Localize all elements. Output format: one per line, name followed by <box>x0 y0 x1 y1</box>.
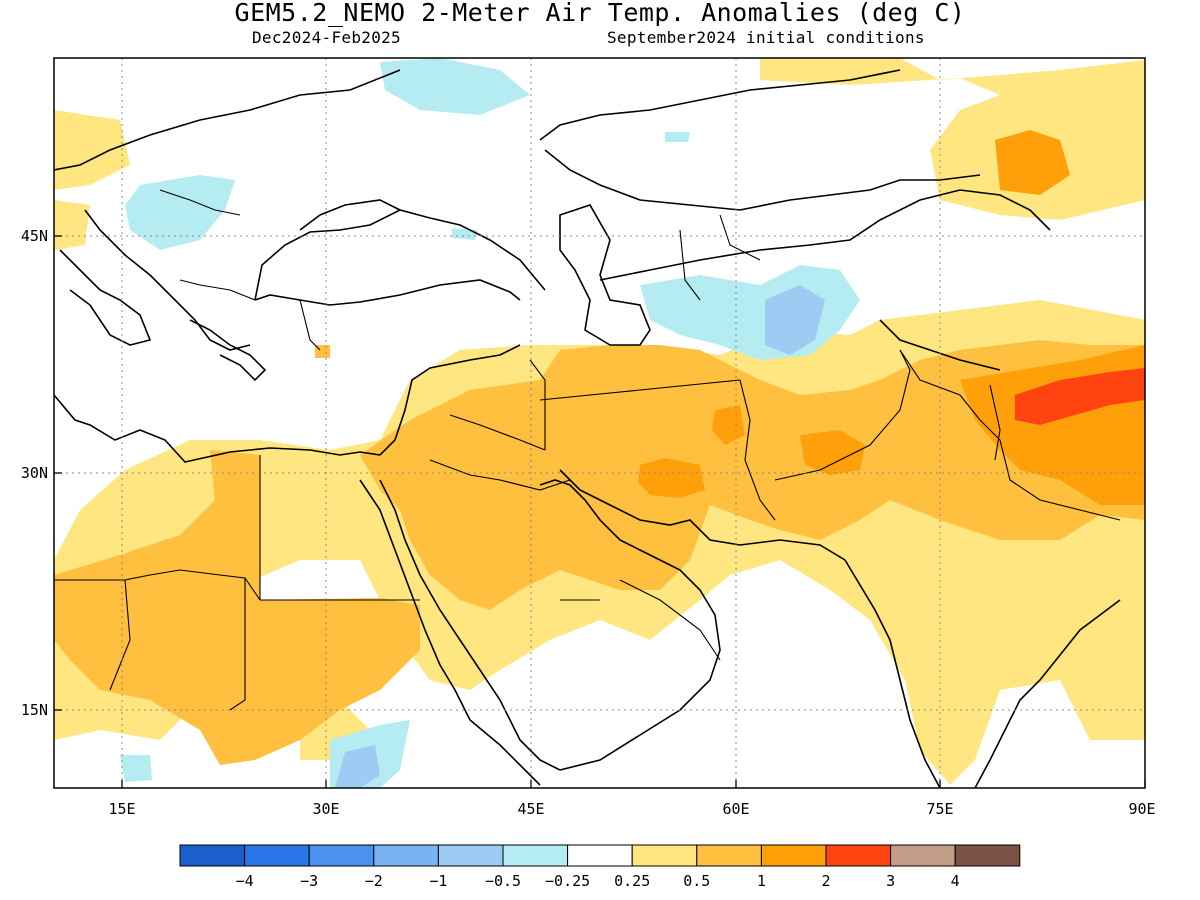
lat-axis-labels: 45N 30N 15N <box>21 227 48 719</box>
legend-label: −4 <box>236 872 254 890</box>
legend-swatch <box>502 844 569 867</box>
legend-label: −2 <box>365 872 383 890</box>
legend-label: 0.25 <box>614 872 650 890</box>
anomaly-field <box>54 58 1145 788</box>
legend-label: −0.25 <box>545 872 590 890</box>
anomaly-region-neg0.25-to-neg0.5 <box>452 228 478 240</box>
anomaly-region-0.5-to-1 <box>360 340 1145 610</box>
legend-swatch <box>760 844 827 867</box>
anomaly-region-0.25-to-0.5 <box>54 200 90 250</box>
legend-label: 2 <box>821 872 830 890</box>
initial-conditions: September2024 initial conditions <box>607 28 925 47</box>
anomaly-region-0.25-to-0.5 <box>54 110 130 190</box>
lat-tick-label: 15N <box>21 701 48 719</box>
anomaly-region-1-to-2 <box>800 430 865 475</box>
legend-label: −0.5 <box>485 872 521 890</box>
anomaly-region-1-to-2 <box>712 405 745 445</box>
legend-label: 3 <box>886 872 895 890</box>
lat-tick-label: 30N <box>21 464 48 482</box>
legend-label: 1 <box>757 872 766 890</box>
legend-swatch <box>179 844 246 867</box>
lon-tick-label: 30E <box>312 800 339 818</box>
lon-axis-labels: 15E 30E 45E 60E 75E 90E <box>108 800 1155 818</box>
lon-tick-label: 60E <box>722 800 749 818</box>
legend-swatch <box>631 844 698 867</box>
legend-swatch <box>954 844 1021 867</box>
lon-tick-label: 15E <box>108 800 135 818</box>
anomaly-region-1-to-2 <box>638 458 705 498</box>
anomaly-region-1-to-2 <box>995 130 1070 195</box>
legend-label: 4 <box>951 872 960 890</box>
anomaly-region-neg0.25-to-neg0.5 <box>120 755 152 782</box>
legend-swatch <box>308 844 375 867</box>
anomaly-region-neg0.5-to-neg1 <box>765 285 825 355</box>
color-legend: −4 −3 −2 −1 −0.5 −0.25 0.25 0.5 1 2 3 4 <box>179 844 1021 890</box>
map-frame <box>53 57 1146 789</box>
anomaly-region-0.25-to-0.5 <box>760 58 1145 220</box>
graticule <box>54 58 1145 788</box>
anomaly-region-neg0.25-to-neg0.5 <box>125 175 235 250</box>
chart-title: GEM5.2_NEMO 2-Meter Air Temp. Anomalies … <box>234 0 966 27</box>
anomaly-region-2-to-3 <box>1015 368 1145 425</box>
legend-swatch <box>437 844 504 867</box>
country-borders <box>54 189 1121 711</box>
anomaly-region-neg0.25-to-neg0.5 <box>665 132 690 142</box>
legend-swatch <box>825 844 892 867</box>
lon-tick-label: 45E <box>517 800 544 818</box>
anomaly-region-neg0.5-to-neg1 <box>335 745 380 788</box>
lat-tick-label: 45N <box>21 227 48 245</box>
lon-tick-label: 90E <box>1128 800 1155 818</box>
legend-swatch <box>890 844 956 867</box>
coastlines <box>54 69 1121 788</box>
legend-swatch <box>373 844 439 867</box>
anomaly-region-0.5-to-1 <box>54 450 420 765</box>
legend-label: −3 <box>300 872 318 890</box>
forecast-period: Dec2024-Feb2025 <box>252 28 401 47</box>
legend-label: −1 <box>429 872 447 890</box>
tick-marks <box>54 235 1146 788</box>
legend-swatch <box>696 844 762 867</box>
legend-swatch <box>567 844 633 867</box>
legend-label: 0.5 <box>683 872 710 890</box>
legend-swatch <box>244 844 310 867</box>
lon-tick-label: 75E <box>926 800 953 818</box>
anomaly-region-neg0.25-to-neg0.5 <box>380 58 530 115</box>
